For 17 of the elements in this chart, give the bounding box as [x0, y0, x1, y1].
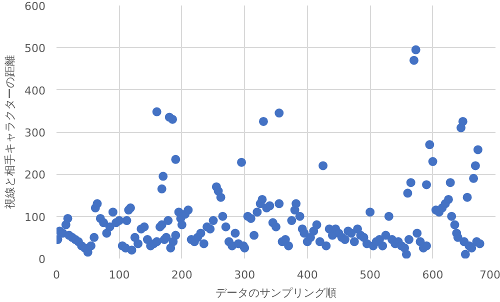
y-tick-label: 600	[24, 0, 46, 13]
y-axis-title: 視線と相手キャラクターの距離	[4, 55, 17, 209]
x-tick-label: 500	[360, 268, 381, 282]
x-tick-label: 600	[422, 268, 444, 282]
y-tick-label: 400	[24, 84, 46, 98]
y-tick-label: 300	[24, 126, 46, 140]
x-tick-label: 0	[53, 268, 60, 282]
y-tick-label: 200	[24, 168, 46, 182]
x-axis-title: データのサンプリング順	[216, 286, 336, 300]
x-tick-label: 700	[480, 268, 500, 282]
y-tick-label: 0	[38, 253, 46, 266]
x-tick-label: 400	[296, 268, 318, 282]
x-tick-label: 300	[234, 268, 256, 282]
x-tick-label: 100	[108, 268, 130, 282]
x-tick-label: 200	[171, 268, 192, 282]
y-tick-label: 500	[24, 42, 46, 56]
y-tick-label: 100	[24, 210, 46, 224]
